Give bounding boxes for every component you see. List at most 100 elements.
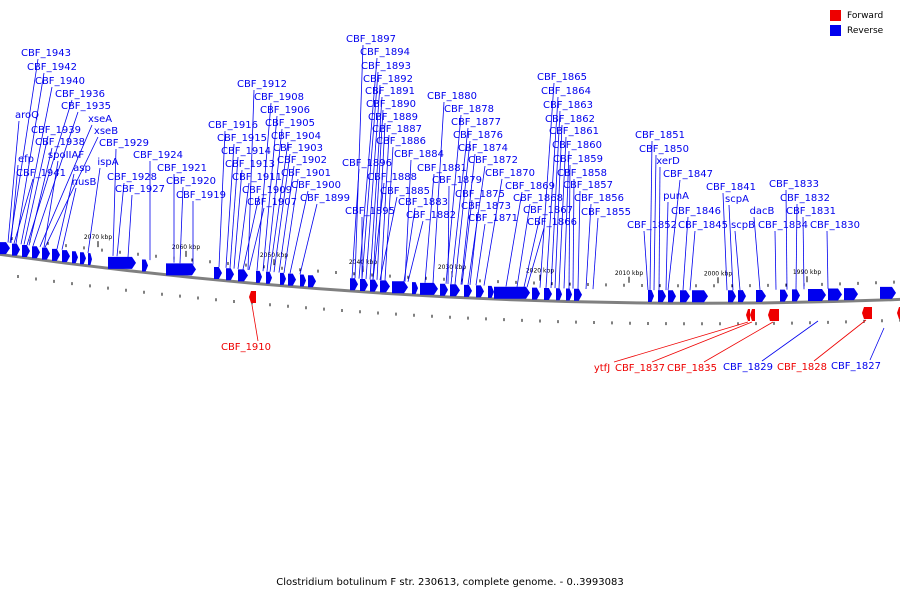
- reverse-leader: [643, 230, 649, 291]
- reverse-gene-label: CBF_1938: [35, 137, 85, 148]
- reverse-leader: [369, 96, 383, 280]
- reverse-leader: [526, 227, 545, 288]
- forward-leader: [613, 321, 749, 363]
- reverse-leader: [461, 199, 473, 285]
- reverse-leader: [550, 110, 561, 289]
- reverse-gene: [238, 269, 248, 282]
- reverse-gene-label: CBF_1872: [468, 155, 518, 166]
- reverse-gene-label: scpB: [731, 220, 755, 231]
- reverse-leader: [404, 159, 412, 282]
- reverse-gene-label: CBF_1935: [61, 101, 111, 112]
- reverse-leader: [248, 207, 265, 271]
- reverse-leader: [112, 148, 117, 256]
- reverse-gene-label: CBF_1862: [545, 114, 595, 125]
- reverse-leader: [116, 182, 125, 257]
- reverse-leader: [266, 128, 283, 272]
- reverse-gene-label: CBF_1928: [107, 172, 157, 183]
- reverse-leader: [653, 154, 657, 291]
- scale-label: 2070 kbp: [84, 234, 112, 241]
- reverse-gene: [72, 251, 78, 264]
- reverse-leader: [523, 215, 541, 288]
- reverse-gene-label: CBF_1829: [723, 362, 773, 373]
- legend: Forward Reverse: [830, 8, 900, 38]
- reverse-gene-label: CBF_1885: [380, 186, 430, 197]
- reverse-leader: [361, 71, 379, 279]
- reverse-leader: [179, 186, 184, 264]
- forward-gene: [897, 307, 900, 319]
- reverse-leader: [56, 173, 75, 250]
- reverse-gene-label: CBF_1850: [639, 144, 689, 155]
- reverse-gene-label: CBF_1831: [786, 206, 836, 217]
- reverse-gene: [88, 253, 92, 266]
- reverse-leader: [10, 164, 19, 243]
- legend-forward: Forward: [830, 8, 900, 23]
- reverse-leader: [32, 111, 79, 247]
- reverse-gene: [574, 288, 582, 301]
- reverse-gene-label: CBF_1927: [115, 184, 165, 195]
- scale-label: 2000 kbp: [704, 270, 732, 277]
- reverse-leader: [256, 102, 272, 271]
- reverse-gene-label: CBF_1864: [541, 86, 591, 97]
- reverse-leader: [372, 109, 384, 280]
- scale-label: 2030 kbp: [438, 264, 466, 271]
- reverse-leader: [225, 143, 235, 268]
- scale-label: 2010 kbp: [615, 270, 643, 277]
- reverse-gene-label: CBF_1893: [361, 61, 411, 72]
- reverse-gene: [692, 290, 708, 303]
- reverse-gene: [420, 282, 438, 295]
- reverse-gene-label: CBF_1875: [455, 189, 505, 200]
- reverse-gene: [738, 290, 746, 303]
- reverse-gene: [350, 278, 358, 291]
- reverse-leader: [9, 58, 39, 243]
- reverse-gene-label: CBF_1919: [176, 190, 226, 201]
- reverse-gene-label: CBF_1940: [35, 76, 85, 87]
- reverse-gene: [488, 285, 494, 298]
- reverse-gene: [226, 268, 234, 281]
- reverse-leader: [380, 134, 390, 281]
- reverse-gene-label: CBF_1876: [453, 130, 503, 141]
- reverse-gene-label: CBF_1891: [365, 86, 415, 97]
- reverse-leader: [351, 168, 360, 279]
- reverse-gene-label: CBF_1841: [706, 182, 756, 193]
- reverse-gene-label: scpA: [725, 194, 749, 205]
- reverse-gene-label: punA: [663, 191, 689, 202]
- reverse-leader: [785, 189, 788, 290]
- reverse-gene-label: CBF_1870: [485, 168, 535, 179]
- reverse-gene: [166, 263, 196, 276]
- reverse-gene: [380, 280, 390, 293]
- reverse-leader: [665, 201, 669, 291]
- reverse-gene-label: CBF_1855: [581, 207, 631, 218]
- reverse-gene: [392, 281, 408, 294]
- reverse-leader: [407, 220, 424, 282]
- reverse-gene: [214, 267, 222, 280]
- reverse-gene: [266, 271, 272, 284]
- reverse-gene-label: CBF_1913: [225, 159, 275, 170]
- reverse-gene: [648, 290, 654, 303]
- reverse-gene-label: CBF_1863: [543, 100, 593, 111]
- reverse-gene: [12, 243, 20, 256]
- reverse-leader: [592, 217, 599, 290]
- reverse-gene: [828, 288, 842, 301]
- reverse-gene: [288, 273, 296, 286]
- reverse-gene-label: CBF_1867: [523, 205, 573, 216]
- reverse-leader: [13, 178, 34, 244]
- reverse-gene: [300, 274, 306, 287]
- reverse-leader: [483, 178, 503, 286]
- reverse-gene-label: CBF_1860: [552, 140, 602, 151]
- reverse-leader: [379, 196, 398, 281]
- reverse-leader: [273, 153, 291, 273]
- reverse-gene-label: CBF_1858: [557, 168, 607, 179]
- reverse-leader: [568, 164, 571, 289]
- reverse-leader: [384, 146, 394, 281]
- reverse-gene: [476, 285, 484, 298]
- reverse-leader: [460, 153, 476, 285]
- reverse-leader: [283, 178, 299, 274]
- reverse-gene-label: CBF_1905: [265, 118, 315, 129]
- reverse-leader: [127, 194, 133, 258]
- reverse-gene-label: CBF_1908: [254, 92, 304, 103]
- reverse-gene: [566, 288, 572, 301]
- reverse-leader: [23, 135, 49, 245]
- reverse-gene-label: CBF_1847: [663, 169, 713, 180]
- forward-gene: [746, 309, 750, 321]
